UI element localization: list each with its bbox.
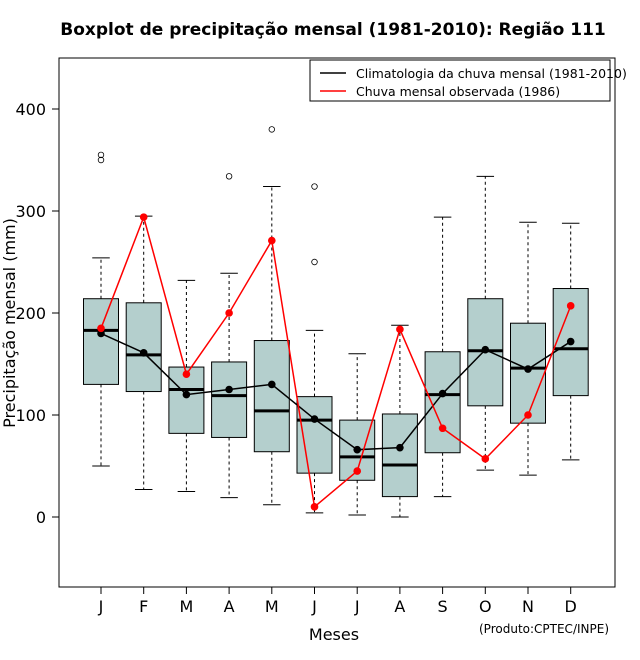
series-point-climatology	[268, 380, 276, 389]
series-point-climatology	[481, 345, 490, 354]
series-point-observed	[481, 455, 490, 463]
series-point-climatology	[524, 365, 532, 373]
y-tick-label: 100	[15, 406, 46, 425]
outlier-point	[311, 183, 318, 190]
series-point-climatology	[438, 389, 447, 398]
series-point-climatology	[566, 337, 575, 346]
x-tick-label: M	[179, 597, 193, 616]
box-9	[424, 216, 461, 498]
credit-text: (Produto:CPTEC/INPE)	[479, 622, 609, 636]
x-axis-label: Meses	[309, 625, 359, 644]
box-10	[467, 175, 504, 471]
x-tick-label: D	[565, 597, 577, 616]
outlier-point	[97, 156, 105, 164]
y-tick-label: 300	[15, 202, 46, 221]
y-tick-label: 0	[36, 508, 46, 527]
legend-label-climatology: Climatologia da chuva mensal (1981-2010)	[356, 66, 627, 81]
x-tick-label: J	[98, 597, 104, 616]
x-tick-label: F	[139, 597, 148, 616]
boxes-group	[83, 126, 589, 518]
box-iqr	[381, 413, 418, 498]
x-tick-label: J	[311, 597, 317, 616]
series-point-observed	[438, 424, 447, 433]
x-tick-label: A	[394, 597, 405, 616]
box-3	[168, 279, 205, 492]
chart-title: Boxplot de precipitação mensal (1981-201…	[60, 20, 605, 40]
series-point-climatology	[225, 385, 233, 394]
series-group	[97, 213, 575, 511]
series-point-observed	[353, 467, 362, 475]
series-point-climatology	[396, 443, 404, 452]
x-tick-label: O	[479, 597, 492, 616]
series-point-observed	[566, 302, 575, 310]
series-point-observed	[182, 370, 191, 379]
box-8	[381, 324, 418, 518]
box-7	[339, 353, 376, 516]
box-iqr	[168, 366, 205, 434]
box-11	[510, 221, 546, 476]
series-point-observed	[396, 325, 404, 334]
series-point-observed	[97, 324, 105, 333]
y-tick-label: 200	[15, 304, 46, 323]
box-iqr	[83, 298, 119, 385]
y-axis: 0 100 200 300 400	[15, 100, 60, 527]
x-tick-label: S	[438, 597, 448, 616]
series-point-climatology	[139, 348, 148, 357]
box-5	[253, 126, 290, 506]
series-point-observed	[225, 309, 233, 317]
series-line-climatology	[100, 332, 572, 451]
box-iqr	[211, 361, 248, 438]
series-line-observed	[100, 214, 572, 509]
box-4	[211, 173, 248, 499]
outlier-point	[268, 126, 275, 133]
x-tick-label: N	[522, 597, 534, 616]
series-point-climatology	[310, 415, 319, 423]
outlier-point	[225, 173, 233, 180]
series-point-observed	[139, 213, 148, 221]
legend-label-observed: Chuva mensal observada (1986)	[356, 84, 560, 99]
x-tick-label: J	[354, 597, 360, 616]
legend: Climatologia da chuva mensal (1981-2010)…	[309, 59, 627, 102]
box-iqr	[253, 340, 290, 453]
box-iqr	[510, 322, 546, 424]
series-point-observed	[524, 411, 532, 419]
outlier-point	[311, 258, 318, 266]
series-point-climatology	[182, 390, 191, 399]
series-point-observed	[268, 236, 276, 245]
x-tick-label: A	[224, 597, 235, 616]
legend-box	[309, 59, 611, 102]
x-tick-label: M	[265, 597, 279, 616]
series-point-observed	[310, 503, 319, 511]
outlier-point	[97, 151, 105, 159]
series-point-climatology	[353, 445, 362, 454]
box-6	[296, 183, 333, 514]
y-axis-label: Precipitação mensal (mm)	[0, 218, 19, 428]
y-tick-label: 400	[15, 100, 46, 119]
box-1	[83, 151, 119, 467]
